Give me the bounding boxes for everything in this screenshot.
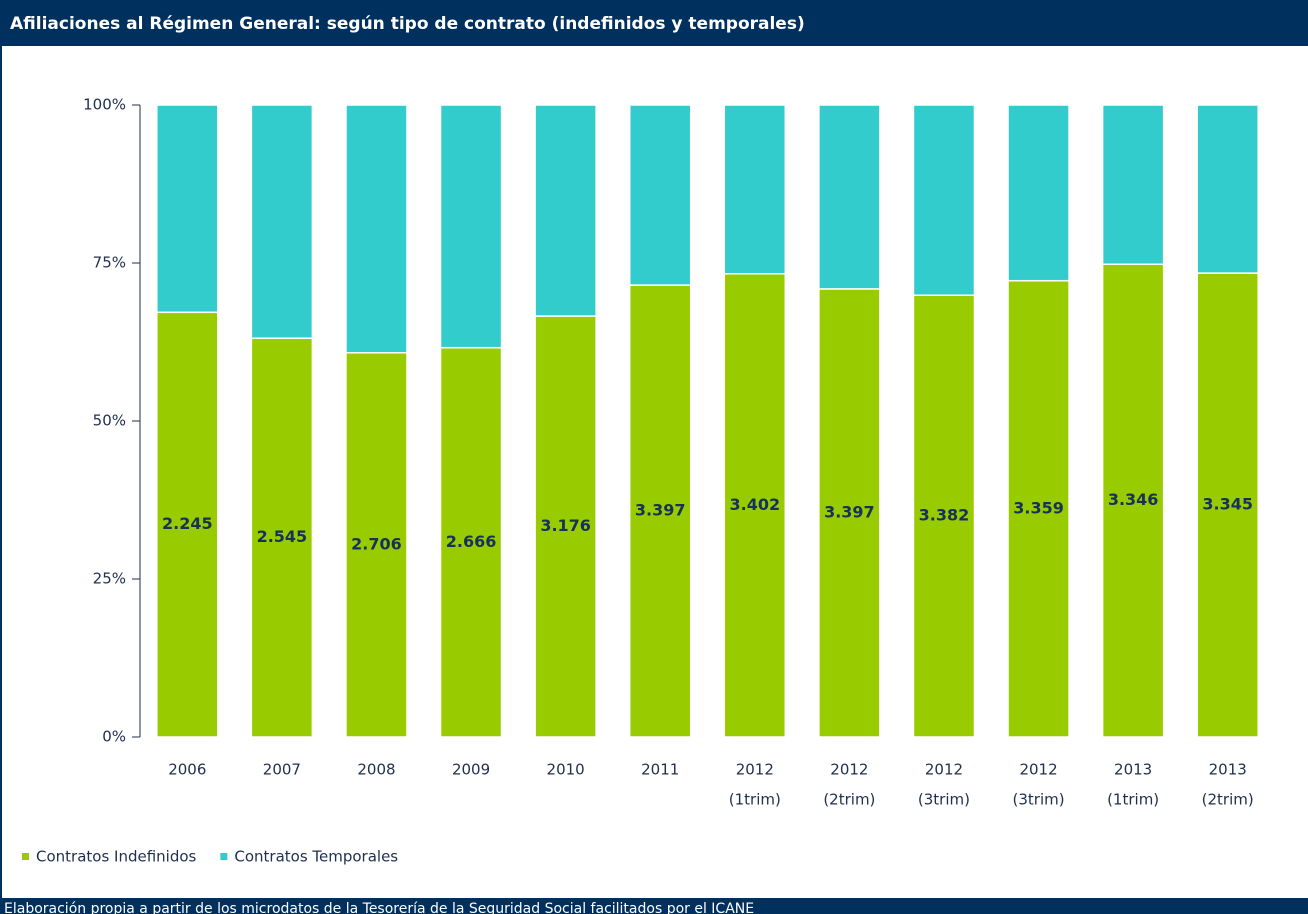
x-tick-label: 2013 (1114, 761, 1152, 779)
x-tick-label: (3trim) (918, 791, 970, 809)
legend-swatch (22, 853, 29, 860)
x-tick-label: 2006 (168, 761, 206, 779)
bar-segment (818, 104, 881, 290)
bar-segment (723, 104, 787, 275)
data-label: 3.359 (1013, 498, 1064, 517)
data-label: 3.397 (824, 502, 875, 521)
footer: Elaboración propia a partir de los micro… (4, 901, 754, 914)
bar-segment (1101, 263, 1165, 738)
bar-segment (1101, 104, 1165, 266)
y-tick-label: 100% (83, 96, 126, 114)
bar-segment (912, 294, 976, 738)
left-border (0, 0, 2, 914)
x-tick-label: 2012 (736, 761, 774, 779)
bar-segment (912, 104, 976, 296)
x-tick-label: 2012 (830, 761, 868, 779)
bar-segment (1007, 279, 1070, 738)
bar-segment (534, 315, 597, 738)
x-tick-label: 2011 (641, 761, 679, 779)
bar-segment (723, 272, 787, 738)
x-tick-label: (1trim) (1107, 791, 1159, 809)
legend-swatch (220, 853, 228, 860)
bar-segment (250, 104, 314, 339)
bar-segment (439, 346, 503, 738)
bar-segment (345, 351, 408, 738)
data-label: 3.382 (919, 506, 970, 525)
x-tick-label: (2trim) (823, 791, 875, 809)
x-tick-label: (3trim) (1013, 791, 1065, 809)
x-tick-label: 2012 (1019, 761, 1057, 779)
footer-bar (0, 898, 1308, 914)
x-tick-label: 2009 (452, 761, 490, 779)
bar-segment (250, 337, 314, 738)
bar-segment (156, 104, 219, 314)
bar-segment (1196, 272, 1259, 738)
data-label: 3.397 (635, 501, 686, 520)
chart-title: Afiliaciones al Régimen General: según t… (10, 14, 805, 34)
x-tick-label: (2trim) (1202, 791, 1254, 809)
bar-segment (345, 104, 408, 354)
x-tick-label: 2013 (1209, 761, 1247, 779)
x-tick-label: 2008 (357, 761, 395, 779)
data-label: 3.176 (540, 516, 591, 535)
x-tick-label: 2007 (263, 761, 301, 779)
x-tick-label: (1trim) (729, 791, 781, 809)
data-label: 3.346 (1108, 490, 1159, 509)
data-label: 2.245 (162, 514, 213, 533)
x-tick-label: 2010 (547, 761, 585, 779)
bar-segment (628, 104, 692, 286)
data-label: 3.402 (729, 495, 780, 514)
y-tick-label: 0% (102, 728, 126, 746)
bar-segment (1196, 104, 1259, 274)
data-label: 3.345 (1202, 495, 1253, 514)
bar-segment (628, 284, 692, 738)
data-label: 2.545 (257, 527, 308, 546)
bar-segment (439, 104, 503, 349)
data-label: 2.706 (351, 534, 402, 553)
x-tick-label: 2012 (925, 761, 963, 779)
data-label: 2.666 (446, 532, 497, 551)
legend-label: Contratos Temporales (234, 848, 398, 866)
y-tick-label: 25% (93, 570, 126, 588)
bar-segment (534, 104, 597, 317)
legend-label: Contratos Indefinidos (36, 848, 197, 866)
y-tick-label: 50% (93, 412, 126, 430)
bar-segment (156, 311, 219, 738)
bar-segment (1007, 104, 1070, 282)
title-bar (0, 0, 1308, 46)
y-tick-label: 75% (93, 254, 126, 272)
